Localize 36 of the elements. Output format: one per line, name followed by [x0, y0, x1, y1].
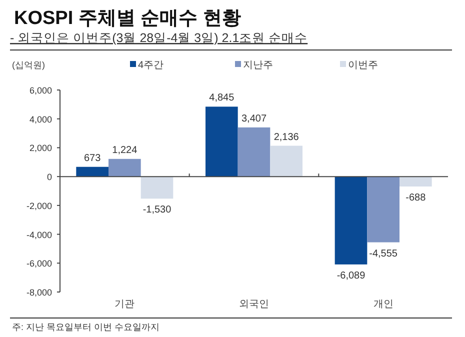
- y-tick-label: 2,000: [29, 143, 52, 154]
- data-label: -688: [406, 192, 426, 204]
- bar: [270, 146, 302, 177]
- text: 주: 지난 목요일부터 이번 수요일까지: [12, 322, 160, 332]
- bar: [140, 176, 174, 199]
- bar: [367, 176, 400, 242]
- y-tick-label: -8,000: [26, 288, 52, 298]
- data-label: 1,224: [112, 144, 138, 156]
- data-label: -1,530: [142, 204, 172, 216]
- y-axis-title: (십억원): [12, 60, 45, 70]
- bar: [206, 106, 238, 177]
- x-tick-label: 기관: [114, 299, 135, 310]
- y-tick-label: -6,000: [26, 258, 52, 269]
- legend-label: 4주간: [138, 60, 164, 71]
- data-label: -4,555: [369, 248, 398, 260]
- y-tick-label: 4,000: [29, 114, 52, 124]
- bar: [238, 127, 270, 177]
- data-label: 2,136: [274, 132, 300, 143]
- x-tick-label: 개인: [373, 299, 394, 310]
- bar: [334, 176, 368, 264]
- bar: [400, 176, 432, 186]
- data-label: 673: [84, 152, 102, 164]
- data-label: 3,407: [241, 113, 267, 124]
- x-tick-label: 외국인: [239, 299, 269, 310]
- y-tick-label: 0: [46, 172, 52, 182]
- legend-label: 이번주: [348, 60, 378, 71]
- y-tick-label: 6,000: [29, 86, 52, 96]
- legend-label: 지난주: [243, 60, 273, 71]
- chart-subtitle: - 외국인은 이번주(3월 28일-4월 3일) 2.1조원 순매수: [10, 31, 308, 45]
- bar: [108, 158, 141, 177]
- data-label: -6,089: [336, 270, 366, 282]
- y-tick-label: -2,000: [26, 200, 52, 211]
- data-label: 4,845: [209, 92, 235, 104]
- y-tick-label: -4,000: [26, 230, 52, 240]
- bar: [76, 166, 108, 177]
- chart-title: KOSPI 주체별 순매수 현황: [14, 8, 241, 29]
